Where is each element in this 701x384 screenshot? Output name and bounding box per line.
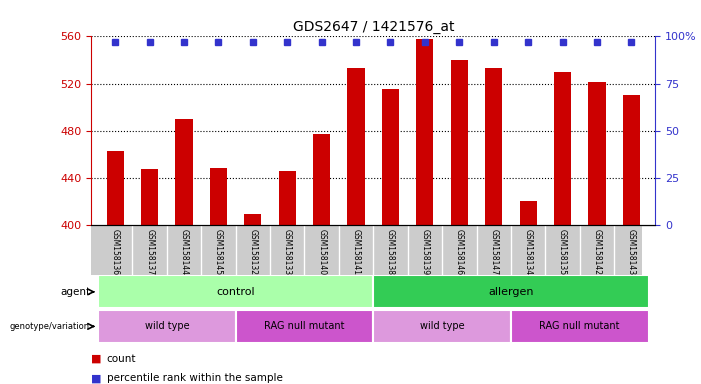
- Text: GSM158147: GSM158147: [489, 228, 498, 275]
- Text: count: count: [107, 354, 136, 364]
- Text: control: control: [217, 287, 255, 297]
- Text: GSM158140: GSM158140: [317, 228, 326, 275]
- Text: GSM158146: GSM158146: [455, 228, 464, 275]
- Bar: [554, 72, 571, 225]
- Text: GSM158137: GSM158137: [145, 228, 154, 275]
- Title: GDS2647 / 1421576_at: GDS2647 / 1421576_at: [292, 20, 454, 34]
- Text: GSM158132: GSM158132: [248, 228, 257, 275]
- Text: RAG null mutant: RAG null mutant: [264, 321, 345, 331]
- Bar: [519, 201, 537, 225]
- Bar: [236, 310, 374, 343]
- Text: GSM158141: GSM158141: [352, 228, 360, 275]
- Text: percentile rank within the sample: percentile rank within the sample: [107, 373, 283, 383]
- Bar: [244, 214, 261, 225]
- Text: wild type: wild type: [420, 321, 465, 331]
- Text: GSM158138: GSM158138: [386, 228, 395, 275]
- Text: agent: agent: [60, 287, 90, 297]
- Bar: [313, 134, 330, 225]
- Bar: [451, 60, 468, 225]
- Bar: [141, 169, 158, 225]
- Text: ■: ■: [91, 354, 102, 364]
- Text: allergen: allergen: [488, 287, 533, 297]
- Bar: [107, 151, 124, 225]
- Bar: [98, 310, 236, 343]
- Bar: [348, 68, 365, 225]
- Bar: [382, 89, 399, 225]
- Bar: [175, 119, 193, 225]
- Text: GSM158133: GSM158133: [283, 228, 292, 275]
- Bar: [98, 275, 374, 308]
- Text: GSM158144: GSM158144: [179, 228, 189, 275]
- Text: ■: ■: [91, 373, 102, 383]
- Bar: [210, 168, 227, 225]
- Text: GSM158143: GSM158143: [627, 228, 636, 275]
- Bar: [416, 39, 433, 225]
- Bar: [374, 275, 648, 308]
- Text: wild type: wild type: [144, 321, 189, 331]
- Text: RAG null mutant: RAG null mutant: [540, 321, 620, 331]
- Text: GSM158145: GSM158145: [214, 228, 223, 275]
- Text: GSM158136: GSM158136: [111, 228, 120, 275]
- Bar: [588, 82, 606, 225]
- Text: GSM158134: GSM158134: [524, 228, 533, 275]
- Text: GSM158139: GSM158139: [421, 228, 430, 275]
- Bar: [485, 68, 503, 225]
- Text: genotype/variation: genotype/variation: [10, 322, 90, 331]
- Text: GSM158142: GSM158142: [592, 228, 601, 275]
- Text: GSM158135: GSM158135: [558, 228, 567, 275]
- Bar: [279, 170, 296, 225]
- Bar: [622, 95, 640, 225]
- Bar: [374, 310, 511, 343]
- Bar: [511, 310, 648, 343]
